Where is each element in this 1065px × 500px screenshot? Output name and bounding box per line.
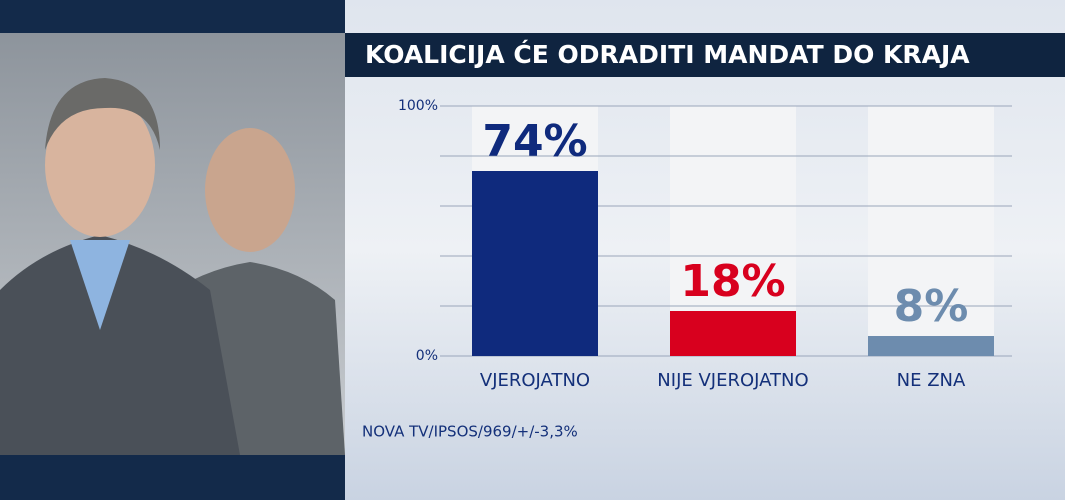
source: NOVA TV/IPSOS/969/+/-3,3% bbox=[362, 423, 578, 441]
y-tick-label: 0% bbox=[416, 348, 438, 364]
x-tick-label: NE ZNA bbox=[897, 370, 966, 391]
x-tick-label: NIJE VJEROJATNO bbox=[657, 370, 808, 391]
title-bar bbox=[345, 33, 1065, 77]
y-tick-label: 100% bbox=[398, 98, 438, 114]
value-label: 8% bbox=[894, 281, 969, 332]
bar bbox=[472, 171, 598, 356]
column-background bbox=[868, 106, 994, 356]
chart-title: KOALICIJA ĆE ODRADITI MANDAT DO KRAJA bbox=[365, 39, 970, 69]
value-label: 74% bbox=[482, 116, 587, 167]
x-tick-label: VJEROJATNO bbox=[480, 370, 590, 391]
photo-figures bbox=[0, 78, 345, 455]
bar bbox=[868, 336, 994, 356]
value-label: 18% bbox=[680, 256, 785, 307]
bar bbox=[670, 311, 796, 356]
